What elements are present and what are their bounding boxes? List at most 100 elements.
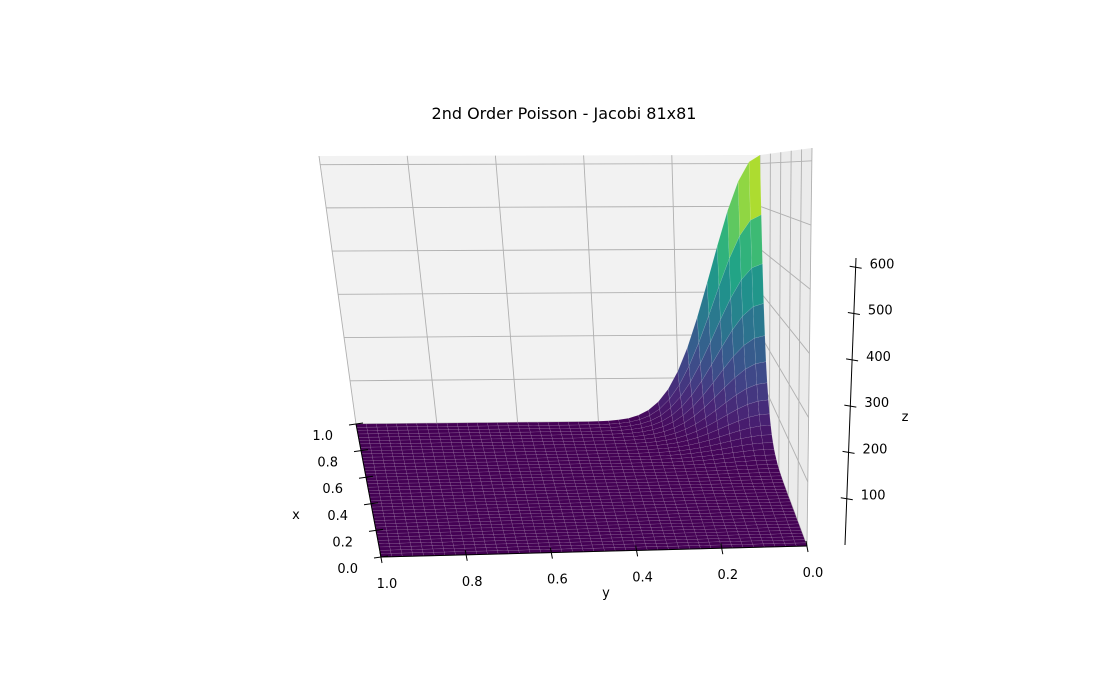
surface-cell — [521, 438, 534, 443]
surface-cell — [755, 361, 768, 385]
surface-cell — [739, 505, 752, 510]
surface-cell — [364, 470, 376, 475]
surface-cell — [598, 492, 611, 497]
surface-cell — [452, 495, 465, 500]
surface-cell — [607, 453, 620, 458]
surface-cell — [617, 453, 630, 458]
surface-cell — [444, 505, 457, 510]
surface-cell — [558, 424, 571, 429]
grid-line — [344, 334, 761, 338]
surface-cell — [392, 453, 404, 458]
surface-cell — [477, 468, 490, 473]
surface-cell — [362, 456, 374, 461]
surface-cell — [764, 517, 777, 522]
surface-cell — [624, 511, 637, 516]
surface-cell — [617, 521, 630, 526]
surface-cell — [530, 513, 543, 518]
surface-cell — [720, 512, 733, 517]
surface-cell — [772, 511, 785, 516]
surface-cell — [546, 493, 559, 498]
surface-cell — [443, 452, 455, 457]
surface-cell — [655, 507, 668, 512]
x-axis-line — [355, 423, 382, 558]
surface-cell — [739, 476, 752, 481]
surface-cell — [591, 505, 604, 510]
surface-cell — [585, 482, 597, 487]
surface-cell — [599, 534, 612, 539]
surface-cell — [750, 537, 763, 542]
surface-cell — [629, 527, 642, 532]
surface-cell — [428, 479, 440, 484]
surface-cell — [680, 487, 693, 492]
surface-cell — [629, 456, 641, 461]
surface-cell — [400, 492, 412, 497]
surface-cell — [567, 492, 579, 497]
surface-cell — [376, 476, 388, 481]
surface-cell — [436, 518, 449, 523]
surface-cell — [620, 534, 634, 539]
surface-cell — [735, 524, 748, 529]
surface-cell — [536, 454, 548, 459]
surface-cell — [667, 478, 679, 483]
surface-cell — [480, 438, 493, 443]
surface-cell — [613, 472, 626, 477]
surface-cell — [776, 520, 789, 525]
surface-cell — [611, 537, 624, 542]
surface-cell — [379, 496, 392, 501]
surface-cell — [521, 520, 534, 525]
surface-cell — [550, 470, 563, 475]
surface-cell — [485, 458, 498, 463]
surface-cell — [750, 435, 763, 445]
surface-cell — [463, 544, 476, 549]
surface-cell — [618, 488, 631, 493]
surface-cell — [368, 490, 380, 495]
surface-cell — [630, 495, 643, 499]
surface-cell — [594, 443, 607, 448]
surface-cell — [751, 511, 764, 516]
surface-cell — [513, 530, 526, 535]
surface-cell — [615, 446, 628, 451]
surface-cell — [387, 483, 400, 488]
surface-cell — [434, 505, 446, 510]
surface-cell — [612, 505, 625, 510]
surface-cell — [386, 529, 398, 534]
surface-cell — [581, 434, 594, 439]
surface-cell — [579, 499, 592, 504]
surface-cell — [533, 483, 546, 488]
surface-cell — [770, 505, 783, 509]
surface-cell — [714, 525, 727, 530]
surface-cell — [466, 465, 479, 470]
surface-cell — [570, 505, 583, 510]
surface-cell — [637, 481, 649, 486]
surface-cell — [462, 537, 475, 542]
surface-cell — [438, 528, 451, 533]
surface-cell — [505, 497, 518, 502]
surface-cell — [727, 502, 740, 507]
surface-cell — [493, 491, 506, 496]
grid-line — [759, 334, 810, 418]
surface-cell — [393, 512, 406, 517]
surface-cell — [586, 486, 598, 491]
surface-cell — [456, 465, 468, 470]
surface-cell — [509, 471, 522, 476]
surface-cell — [490, 478, 503, 482]
tick-mark — [844, 404, 857, 408]
surface-cell — [377, 483, 389, 488]
surface-cell — [375, 473, 387, 478]
surface-cell — [601, 433, 614, 438]
surface-cell — [529, 428, 541, 433]
surface-cell — [556, 493, 569, 498]
surface-cell — [565, 450, 578, 455]
surface-cell — [503, 490, 516, 495]
surface-cell — [610, 463, 623, 467]
surface-cell — [488, 471, 501, 476]
surface-cell — [698, 477, 711, 482]
surface-cell — [561, 434, 573, 439]
surface-cell — [443, 498, 455, 503]
surface-cell — [485, 547, 498, 552]
surface-cell — [543, 483, 556, 488]
surface-cell — [436, 515, 448, 520]
surface-cell — [498, 468, 510, 472]
surface-cell — [727, 534, 741, 539]
surface-cell — [542, 477, 554, 482]
